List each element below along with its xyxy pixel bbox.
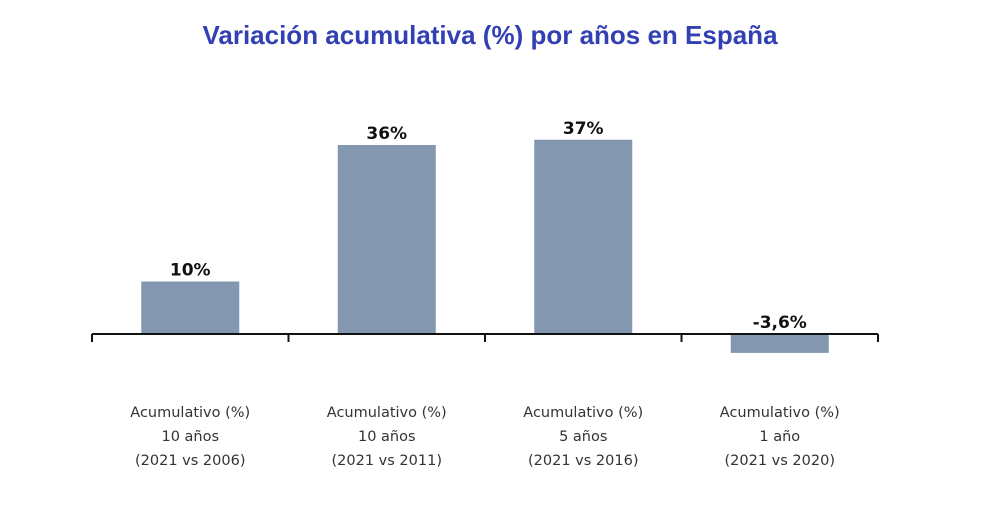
chart-title: Variación acumulativa (%) por años en Es… <box>202 20 778 50</box>
data-label: 36% <box>366 124 407 144</box>
category-label: (2021 vs 2011) <box>332 453 442 469</box>
data-label: 37% <box>563 119 604 139</box>
data-label: 10% <box>170 261 211 281</box>
bar <box>337 145 436 334</box>
data-label: -3,6% <box>753 313 807 333</box>
category-label: Acumulativo (%) <box>130 405 250 421</box>
category-label: Acumulativo (%) <box>327 405 447 421</box>
category-label: (2021 vs 2020) <box>725 453 835 469</box>
bar <box>730 334 829 353</box>
category-label: (2021 vs 2016) <box>528 453 638 469</box>
category-label: 1 año <box>759 429 800 445</box>
category-label: Acumulativo (%) <box>523 405 643 421</box>
bar <box>141 281 240 334</box>
category-label: 10 años <box>161 429 219 445</box>
category-label: 10 años <box>358 429 416 445</box>
category-label: (2021 vs 2006) <box>135 453 245 469</box>
category-label: 5 años <box>559 429 607 445</box>
category-label: Acumulativo (%) <box>720 405 840 421</box>
bar <box>534 139 633 334</box>
